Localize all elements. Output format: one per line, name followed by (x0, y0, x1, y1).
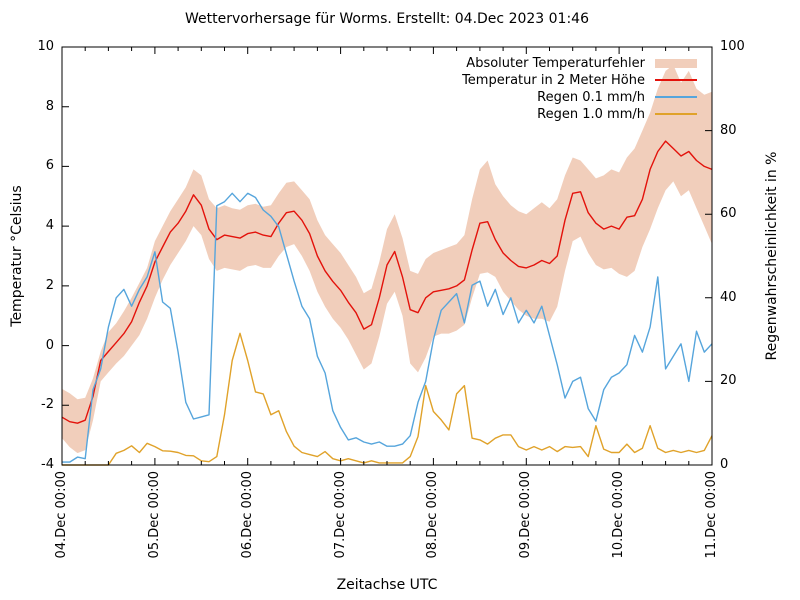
x-tick-label: 07.Dec 00:00 (332, 471, 348, 559)
legend-item: Absoluter Temperaturfehler (62, 55, 711, 71)
y-left-tick-label: -2 (41, 397, 54, 413)
legend-item: Regen 0.1 mm/h (62, 89, 711, 105)
legend-item-label: Absoluter Temperaturfehler (466, 55, 645, 71)
y-left-tick-label: 6 (45, 158, 54, 174)
y-axis-left-label: Temperatur °Celsius (9, 185, 25, 327)
y-axis-right-label: Regenwahrscheinlichkeit in % (764, 151, 780, 361)
y-right-tick-label: 40 (720, 289, 737, 305)
legend-item-label: Temperatur in 2 Meter Höhe (462, 72, 645, 88)
x-tick-label: 10.Dec 00:00 (611, 471, 627, 559)
chart-title: Wettervorhersage für Worms. Erstellt: 04… (184, 11, 589, 27)
legend-line-swatch-blue (655, 96, 697, 98)
y-right-tick-label: 20 (720, 373, 737, 389)
y-right-tick-label: 100 (720, 39, 745, 54)
series-band-temperaturfehler (62, 64, 712, 454)
y-left-tick-label: 8 (45, 98, 54, 114)
series-regen-0-1-mmh (62, 192, 713, 463)
legend-line-swatch-red (655, 79, 697, 81)
x-axis-label: Zeitachse UTC (336, 577, 438, 593)
legend-item: Regen 1.0 mm/h (62, 106, 711, 122)
y-left-tick-label: 10 (37, 39, 54, 54)
x-tick-label: 04.Dec 00:00 (54, 471, 69, 559)
x-tick-label: 08.Dec 00:00 (425, 471, 441, 559)
legend-line-swatch-orange (655, 113, 697, 115)
legend-band-swatch (655, 58, 697, 68)
y-left-tick-label: 4 (45, 218, 54, 234)
legend: Absoluter Temperaturfehler Temperatur in … (62, 55, 711, 123)
y-right-tick-label: 0 (720, 457, 729, 472)
x-tick-label: 11.Dec 00:00 (704, 471, 719, 559)
legend-item-label: Regen 1.0 mm/h (537, 106, 645, 122)
series-regen-1-0-mmh (62, 332, 713, 466)
x-tick-label: 09.Dec 00:00 (518, 471, 534, 559)
legend-item-label: Regen 0.1 mm/h (537, 89, 645, 105)
y-left-tick-label: -4 (41, 457, 54, 472)
y-left-tick-label: 0 (45, 337, 54, 353)
y-left-tick-label: 2 (45, 277, 54, 293)
legend-item: Temperatur in 2 Meter Höhe (62, 72, 711, 88)
y-right-tick-label: 80 (720, 122, 737, 138)
series-temperatur-2m (61, 140, 713, 424)
axis-ticks (61, 46, 713, 466)
x-tick-label: 06.Dec 00:00 (239, 471, 255, 559)
y-right-tick-label: 60 (720, 206, 737, 222)
x-tick-label: 05.Dec 00:00 (146, 471, 162, 559)
